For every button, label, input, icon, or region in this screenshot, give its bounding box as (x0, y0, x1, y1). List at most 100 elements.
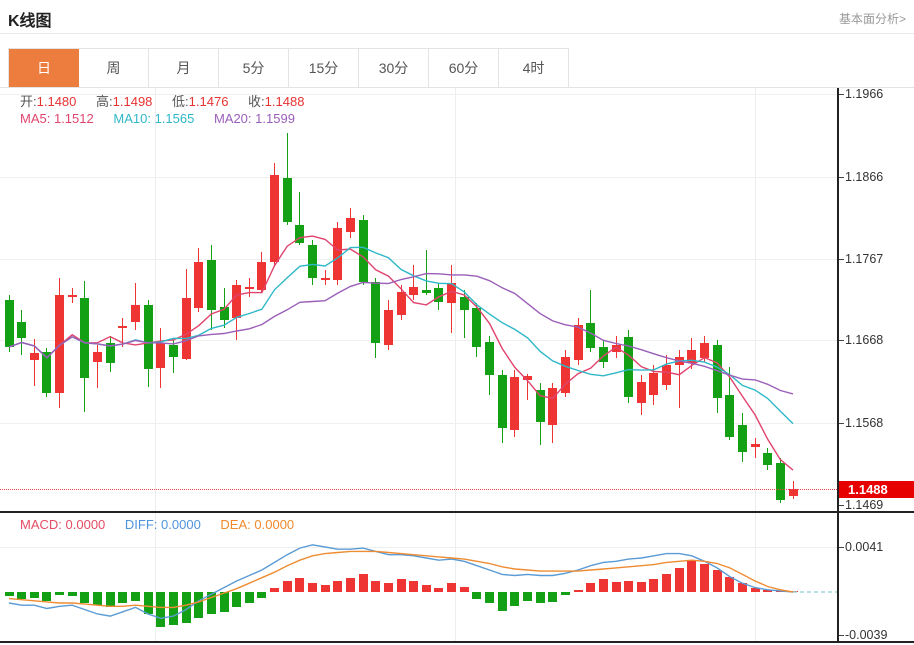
macd-axis-label: -0.0039 (838, 627, 888, 642)
candle-body (485, 342, 494, 376)
tab-60分[interactable]: 60分 (429, 49, 499, 88)
page-title: K线图 (8, 13, 52, 30)
macd-label: MACD: (20, 517, 62, 532)
current-price-tag: 1.1488 (839, 480, 914, 498)
candle-body (270, 175, 279, 262)
ma20-value: 1.1599 (255, 111, 295, 126)
gridline-vertical (755, 88, 756, 641)
candle-body (535, 390, 545, 423)
macd-bar (662, 574, 671, 592)
price-axis-label: 1.1668 (838, 333, 884, 348)
macd-bar (573, 589, 583, 592)
high-value: 1.1498 (112, 94, 153, 109)
price-axis-label: 1.1966 (838, 87, 884, 101)
price-axis-label: 1.1866 (838, 169, 884, 184)
macd-bar (775, 590, 785, 592)
diff-label: DIFF: (124, 517, 158, 532)
candle-body (788, 489, 798, 496)
candle-wick (122, 318, 124, 347)
candle-body (687, 350, 697, 363)
period-tabs: 日周月 5分 15分 30分 60分 4时 (8, 48, 569, 88)
tab-月[interactable]: 月 (149, 49, 219, 88)
macd-bar (674, 567, 684, 592)
candle-body (560, 357, 570, 394)
price-axis-label: 1.1469 (838, 498, 884, 512)
candle-body (573, 324, 583, 361)
macd-bar (308, 583, 317, 592)
macd-bar (105, 592, 115, 608)
macd-bar (700, 563, 709, 592)
candle-body (523, 376, 532, 381)
tab-日[interactable]: 日 (9, 49, 79, 88)
fundamental-analysis-link[interactable]: 基本面分析> (838, 12, 906, 26)
macd-bar (725, 576, 735, 592)
macd-bar (55, 592, 65, 596)
candle-body (181, 298, 191, 359)
macd-bar (168, 592, 178, 625)
tab-周[interactable]: 周 (79, 49, 149, 88)
macd-bar (636, 582, 646, 592)
candle-body (194, 261, 204, 309)
gridline-horizontal (0, 176, 837, 178)
macd-bar (320, 585, 330, 592)
macd-bar (548, 592, 558, 602)
candle-body (548, 388, 558, 425)
macd-bar (624, 581, 634, 592)
tab-4时[interactable]: 4时 (499, 49, 569, 88)
macd-bar (143, 592, 153, 614)
macd-bar (156, 592, 166, 628)
macd-bar (345, 577, 355, 592)
candle-body (409, 286, 419, 295)
candle-body (510, 376, 520, 430)
candle-body (611, 344, 621, 352)
macd-bar (371, 581, 381, 592)
tabbar-bottom-border (0, 87, 914, 88)
candle-body (244, 286, 254, 289)
macd-bar (763, 589, 773, 592)
candle-body (383, 309, 393, 346)
macd-bar (42, 592, 52, 601)
macd-bar (535, 592, 545, 603)
low-value: 1.1476 (188, 94, 229, 109)
candle-body (598, 347, 608, 362)
tab-15分[interactable]: 15分 (289, 49, 359, 88)
macd-bar (232, 592, 242, 608)
candle-body (168, 345, 178, 357)
candle-body (775, 462, 785, 500)
candle-body (624, 337, 634, 397)
candle-body (737, 424, 747, 453)
open-label: 开: (20, 94, 37, 109)
pane-divider (0, 511, 914, 513)
tab-30分[interactable]: 30分 (359, 49, 429, 88)
candle-body (674, 357, 684, 366)
macd-bar (244, 592, 254, 603)
macd-bar (447, 583, 457, 592)
macd-bar (282, 581, 292, 592)
macd-bar (409, 581, 419, 592)
gridline-horizontal (0, 547, 837, 548)
macd-bar (358, 574, 368, 592)
candle-body (219, 307, 229, 320)
macd-bar (118, 592, 128, 603)
candle-body (320, 278, 330, 281)
macd-bar (611, 582, 621, 592)
candle-body (472, 308, 482, 348)
candle-body (333, 228, 343, 281)
candle-body (636, 381, 646, 404)
tab-5分[interactable]: 5分 (219, 49, 289, 88)
title-separator (0, 33, 914, 34)
macd-bar (270, 587, 279, 592)
macd-bar (497, 592, 507, 611)
candle-body (295, 224, 305, 243)
candle-body (156, 342, 166, 369)
macd-bar (29, 592, 39, 598)
macd-bar (295, 577, 305, 592)
candle-body (649, 372, 659, 395)
candle-body (586, 323, 596, 348)
price-axis-line (837, 88, 839, 643)
macd-bar (472, 592, 482, 599)
ohlc-legend: 开:1.1480 高:1.1498 低:1.1476 收:1.1488 (20, 91, 320, 110)
candle-body (257, 261, 267, 290)
